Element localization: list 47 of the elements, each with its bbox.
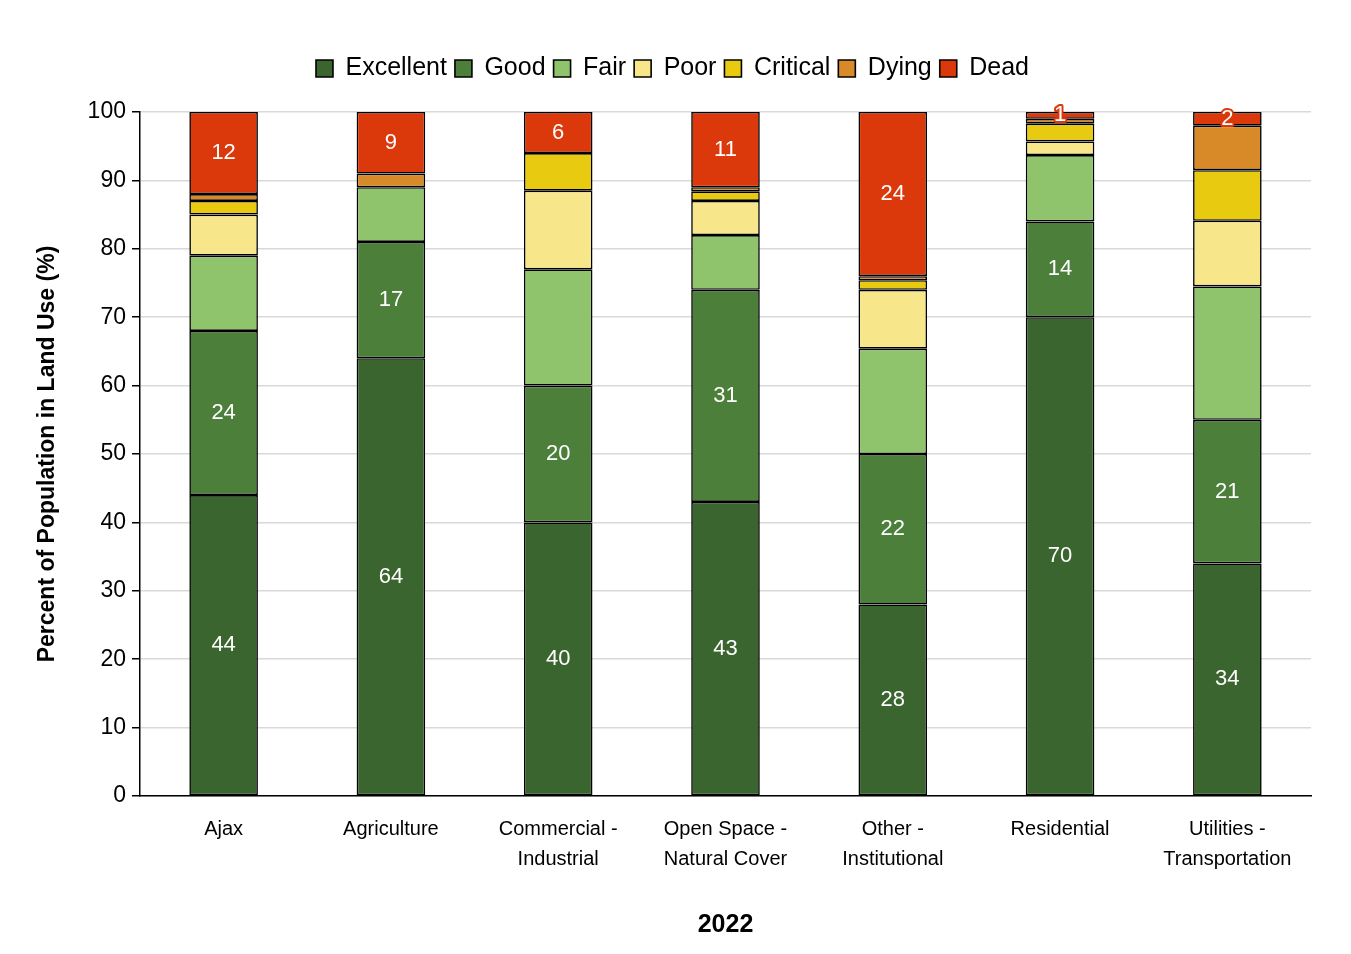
data-label: 44: [211, 631, 236, 657]
legend-label: Critical: [753, 52, 831, 81]
data-label: 6: [552, 118, 565, 144]
y-tick-label: 20: [100, 644, 126, 671]
legend-label: Dead: [969, 52, 1030, 81]
x-tick-label: Agriculture: [343, 816, 439, 839]
x-tick-label: Open Space - Natural Cover: [663, 816, 788, 869]
y-tick-label: 90: [100, 165, 126, 192]
data-label: 64: [378, 562, 404, 588]
data-label: 21: [1215, 477, 1240, 503]
data-label: 22: [880, 515, 906, 541]
y-axis-title: Percent of Population in Land Use (%): [33, 245, 60, 663]
x-tick-label: Ajax: [204, 816, 244, 839]
data-label: 34: [1215, 665, 1240, 691]
x-tick-label: Residential: [1010, 816, 1110, 839]
data-label: 20: [545, 440, 571, 466]
y-tick-label: 60: [100, 370, 126, 397]
data-label: 12: [211, 139, 236, 165]
y-tick-label: 40: [100, 507, 126, 534]
data-label: 24: [211, 399, 236, 425]
y-tick-label: 30: [100, 576, 126, 603]
data-label: 9: [384, 128, 398, 154]
y-tick-label: 80: [100, 234, 126, 261]
legend-label: Poor: [663, 52, 717, 81]
y-tick-label: 100: [87, 97, 126, 124]
legend-label: Excellent: [345, 52, 447, 81]
x-tick-label: Commercial - Industrial: [498, 816, 618, 869]
legend-label: Fair: [583, 52, 627, 81]
data-label: 40: [545, 644, 571, 670]
data-label: 28: [880, 685, 906, 711]
data-label: 2: [1221, 104, 1234, 130]
data-label: 31: [713, 381, 738, 407]
data-label: 43: [713, 634, 738, 660]
x-axis-title: 2022: [697, 908, 754, 937]
data-label: 11: [714, 135, 737, 161]
data-label: 70: [1047, 542, 1073, 568]
y-tick-label: 70: [100, 302, 126, 329]
x-tick-label: Other - Institutional: [842, 816, 944, 869]
data-label: 24: [880, 180, 906, 206]
y-tick-label: 0: [113, 781, 126, 808]
data-label: 14: [1047, 255, 1073, 281]
legend-label: Good: [484, 52, 546, 81]
y-tick-label: 10: [100, 712, 126, 739]
data-label: 17: [378, 286, 404, 312]
y-tick-label: 50: [100, 439, 126, 466]
x-tick-label: Utilities - Transportation: [1163, 816, 1292, 869]
legend-label: Dying: [867, 52, 932, 81]
